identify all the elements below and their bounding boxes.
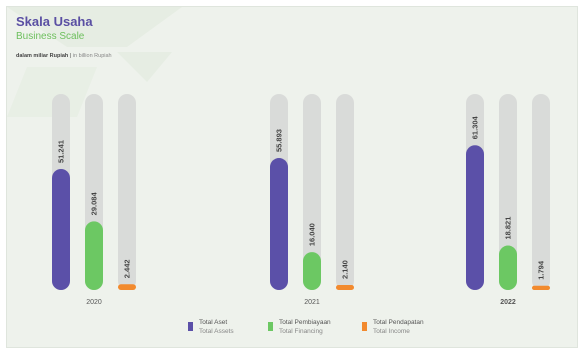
- chart-subtitle: Business Scale: [16, 31, 85, 42]
- bar-2022-total-pendapatan: [532, 285, 550, 290]
- legend-swatch-total-aset: [188, 322, 193, 331]
- unit-separator: |: [68, 53, 73, 59]
- year-label-2020: 2020: [86, 299, 102, 306]
- bar-track-2020-total-pendapatan: [118, 94, 136, 290]
- bar-track-2022-total-pendapatan: [532, 94, 550, 290]
- bar-track-2021-total-pembiayaan: [303, 94, 321, 290]
- bar-track-2021-total-pendapatan: [336, 94, 354, 290]
- chart-title: Skala Usaha: [16, 14, 93, 29]
- unit-id: dalam miliar Rupiah: [16, 53, 69, 59]
- bar-2020-total-pembiayaan: [85, 221, 103, 290]
- legend-swatch-total-pembiayaan: [268, 322, 273, 331]
- year-label-2022: 2022: [500, 299, 516, 306]
- unit-note: dalam miliar Rupiah | in billion Rupiah: [16, 53, 112, 59]
- legend-label-total-financing: Total Financing: [279, 328, 323, 335]
- data-label-2022-total-aset: 61.304: [471, 115, 480, 139]
- legend-label-total-pembiayaan: Total Pembiayaan: [279, 319, 331, 326]
- year-label-2021: 2021: [304, 299, 320, 306]
- bar-2021-total-pendapatan: [336, 284, 354, 290]
- data-label-2021-total-pembiayaan: 16.040: [308, 223, 317, 246]
- data-label-2020-total-pendapatan: 2.442: [123, 259, 132, 278]
- bar-2020-total-pendapatan: [118, 284, 136, 290]
- bar-2021-total-aset: [270, 158, 288, 290]
- legend-label-total-pendapatan: Total Pendapatan: [373, 319, 424, 326]
- legend-label-total-aset: Total Aset: [199, 319, 228, 326]
- data-label-2021-total-pendapatan: 2.140: [341, 260, 350, 279]
- background-decoration: [7, 7, 182, 117]
- legend-label-total-income: Total Income: [373, 328, 410, 335]
- unit-en: in billion Rupiah: [72, 53, 112, 59]
- bar-2020-total-aset: [52, 168, 70, 290]
- bar-2022-total-aset: [466, 145, 484, 290]
- bar-track-2022-total-pembiayaan: [499, 94, 517, 290]
- data-label-2022-total-pendapatan: 1.794: [537, 260, 546, 280]
- data-label-2020-total-pembiayaan: 29.084: [90, 192, 99, 216]
- legend-label-total-assets: Total Assets: [199, 328, 234, 335]
- data-label-2020-total-aset: 51.241: [57, 140, 66, 163]
- bar-2021-total-pembiayaan: [303, 252, 321, 290]
- data-label-2022-total-pembiayaan: 18.821: [504, 217, 513, 240]
- data-label-2021-total-aset: 55.893: [275, 129, 284, 152]
- legend-swatch-total-pendapatan: [362, 322, 367, 331]
- bar-2022-total-pembiayaan: [499, 245, 517, 290]
